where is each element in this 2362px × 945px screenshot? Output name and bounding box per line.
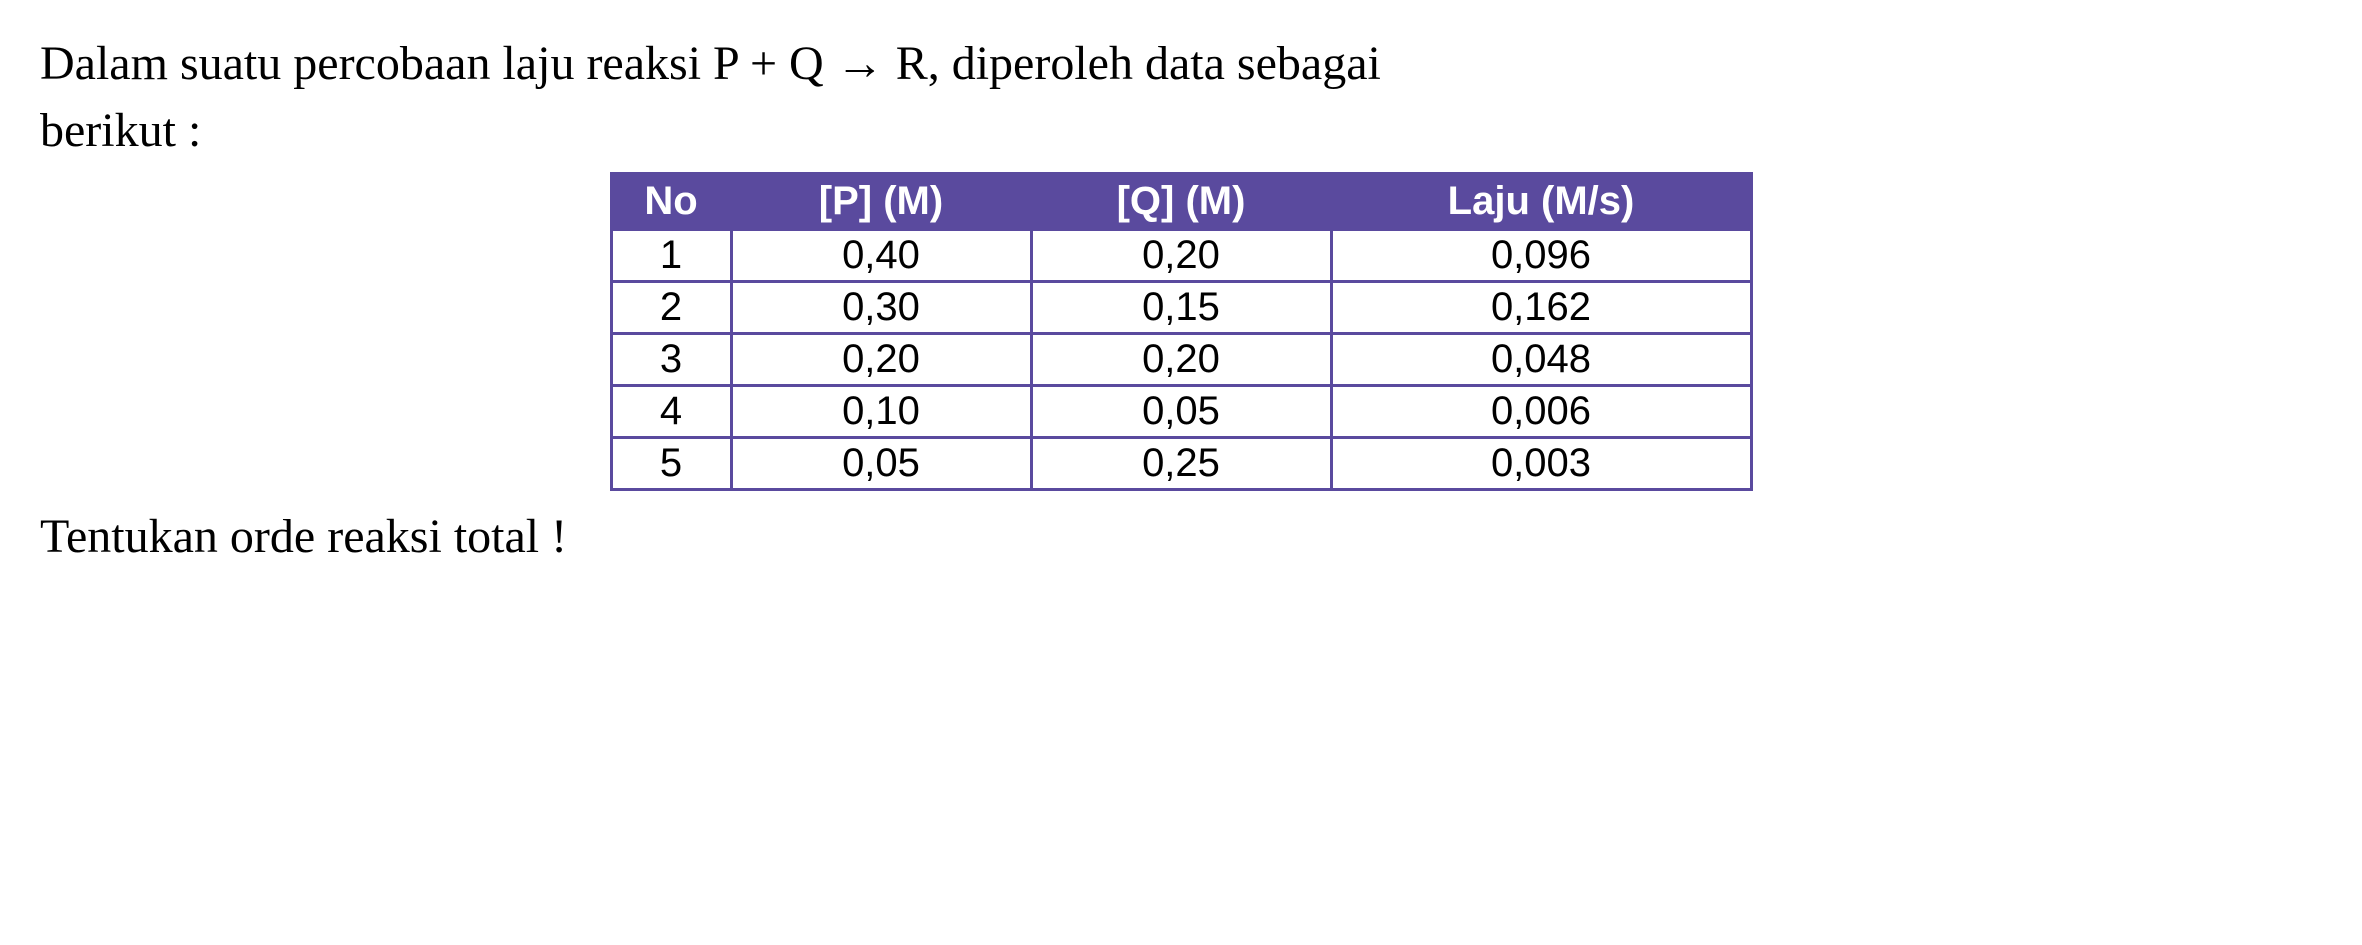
table-wrapper: No [P] (M) [Q] (M) Laju (M/s) 1 0,40 0,2… bbox=[40, 172, 2322, 491]
col-header-p: [P] (M) bbox=[731, 174, 1031, 230]
table-row: 3 0,20 0,20 0,048 bbox=[611, 334, 1751, 386]
col-header-q: [Q] (M) bbox=[1031, 174, 1331, 230]
col-header-no: No bbox=[611, 174, 731, 230]
table-row: 2 0,30 0,15 0,162 bbox=[611, 282, 1751, 334]
data-table: No [P] (M) [Q] (M) Laju (M/s) 1 0,40 0,2… bbox=[610, 172, 1753, 491]
cell-no: 1 bbox=[611, 230, 731, 282]
table-body: 1 0,40 0,20 0,096 2 0,30 0,15 0,162 3 0,… bbox=[611, 230, 1751, 490]
cell-p: 0,30 bbox=[731, 282, 1031, 334]
cell-laju: 0,006 bbox=[1331, 386, 1751, 438]
cell-q: 0,20 bbox=[1031, 230, 1331, 282]
table-header: No [P] (M) [Q] (M) Laju (M/s) bbox=[611, 174, 1751, 230]
cell-q: 0,25 bbox=[1031, 438, 1331, 490]
cell-no: 2 bbox=[611, 282, 731, 334]
cell-no: 3 bbox=[611, 334, 731, 386]
table-header-row: No [P] (M) [Q] (M) Laju (M/s) bbox=[611, 174, 1751, 230]
intro-text: Dalam suatu percobaan laju reaksi P + Q … bbox=[40, 30, 2322, 164]
cell-q: 0,20 bbox=[1031, 334, 1331, 386]
table-row: 1 0,40 0,20 0,096 bbox=[611, 230, 1751, 282]
cell-p: 0,40 bbox=[731, 230, 1031, 282]
cell-no: 4 bbox=[611, 386, 731, 438]
intro-line-2: berikut : bbox=[40, 104, 201, 157]
table-row: 4 0,10 0,05 0,006 bbox=[611, 386, 1751, 438]
cell-laju: 0,162 bbox=[1331, 282, 1751, 334]
col-header-laju: Laju (M/s) bbox=[1331, 174, 1751, 230]
cell-p: 0,20 bbox=[731, 334, 1031, 386]
cell-q: 0,05 bbox=[1031, 386, 1331, 438]
cell-laju: 0,048 bbox=[1331, 334, 1751, 386]
table-row: 5 0,05 0,25 0,003 bbox=[611, 438, 1751, 490]
closing-text: Tentukan orde reaksi total ! bbox=[40, 503, 2322, 570]
cell-laju: 0,003 bbox=[1331, 438, 1751, 490]
cell-q: 0,15 bbox=[1031, 282, 1331, 334]
cell-no: 5 bbox=[611, 438, 731, 490]
cell-laju: 0,096 bbox=[1331, 230, 1751, 282]
cell-p: 0,05 bbox=[731, 438, 1031, 490]
intro-line-1: Dalam suatu percobaan laju reaksi P + Q … bbox=[40, 37, 1381, 90]
cell-p: 0,10 bbox=[731, 386, 1031, 438]
